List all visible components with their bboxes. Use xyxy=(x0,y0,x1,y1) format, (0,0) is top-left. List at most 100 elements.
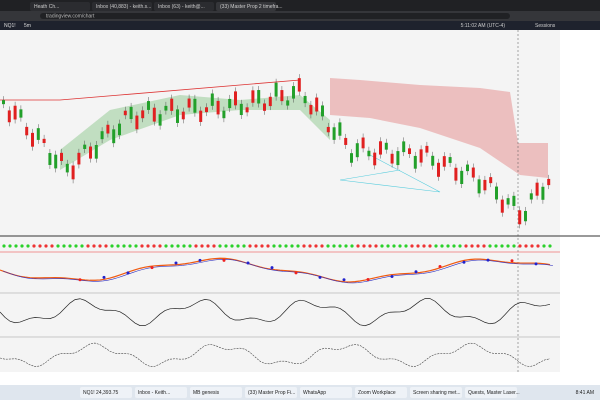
signal-dot xyxy=(392,244,396,248)
fib-lines xyxy=(339,154,441,193)
tab-title: (33) Master Prop 2 timefra... xyxy=(220,4,283,10)
signal-dot xyxy=(302,244,306,248)
signal-dot xyxy=(446,244,450,248)
symbol[interactable]: NQ1! xyxy=(4,23,16,29)
candle xyxy=(129,106,133,120)
candle xyxy=(361,137,365,149)
candle xyxy=(332,127,336,140)
signal-dot xyxy=(56,244,60,248)
taskbar-item[interactable] xyxy=(190,387,242,398)
candle xyxy=(396,151,400,166)
signal-dot xyxy=(464,244,468,248)
signal-dot xyxy=(284,244,288,248)
signal-dot xyxy=(44,244,48,248)
oscillator-dot xyxy=(150,266,154,270)
signal-dot xyxy=(224,244,228,248)
signal-dot xyxy=(332,244,336,248)
taskbar-item[interactable] xyxy=(465,387,517,398)
candle xyxy=(77,152,81,165)
candle xyxy=(547,178,551,186)
address-field[interactable] xyxy=(40,13,510,19)
volatility-line xyxy=(0,342,551,367)
signal-dot xyxy=(320,244,324,248)
signal-dot xyxy=(500,244,504,248)
candle xyxy=(292,86,295,99)
signal-dot xyxy=(128,244,132,248)
taskbar-item[interactable] xyxy=(355,387,407,398)
candle xyxy=(7,110,11,123)
candle xyxy=(338,122,342,136)
taskbar-item[interactable] xyxy=(135,387,187,398)
candle xyxy=(48,153,52,165)
signal-dot xyxy=(74,244,78,248)
signal-dot xyxy=(410,244,414,248)
signal-dot xyxy=(422,244,426,248)
candle xyxy=(483,179,487,191)
taskbar-item[interactable] xyxy=(410,387,462,398)
signal-dot xyxy=(122,244,126,248)
candle xyxy=(431,155,435,166)
signal-dot xyxy=(38,244,42,248)
sessions[interactable]: Sessions xyxy=(535,23,556,29)
candle xyxy=(286,100,290,106)
candle xyxy=(19,109,23,118)
signal-dot xyxy=(242,244,246,248)
taskbar-item[interactable] xyxy=(300,387,352,398)
chart-area xyxy=(0,30,560,372)
oscillator-dot xyxy=(486,258,490,262)
signal-dot xyxy=(368,244,372,248)
signal-dot xyxy=(272,244,276,248)
interval[interactable]: 5m xyxy=(24,23,31,29)
signal-dot xyxy=(266,244,270,248)
signal-dot xyxy=(350,244,354,248)
signal-dot xyxy=(260,244,264,248)
signal-dot xyxy=(542,244,546,248)
candle xyxy=(106,124,110,134)
signal-dot xyxy=(536,244,540,248)
signal-dot xyxy=(254,244,258,248)
signal-dot xyxy=(236,244,240,248)
candle xyxy=(321,105,324,117)
signal-dot xyxy=(188,244,192,248)
candle xyxy=(280,90,284,102)
candle xyxy=(100,131,104,140)
signal-dot xyxy=(398,244,402,248)
signal-dot xyxy=(182,244,186,248)
taskbar-label: Zoom Workplace xyxy=(358,390,396,396)
candle xyxy=(2,100,5,105)
oscillator-dot xyxy=(174,261,178,265)
candle xyxy=(268,96,272,107)
candle xyxy=(42,138,46,144)
signal-dot xyxy=(32,244,36,248)
candle xyxy=(344,137,348,145)
oscillator-dot xyxy=(414,270,418,274)
candle xyxy=(164,105,168,111)
oscillator-dot xyxy=(222,258,226,262)
candle xyxy=(466,164,469,172)
signal-dot xyxy=(2,244,6,248)
signal-dot xyxy=(26,244,30,248)
candle xyxy=(199,110,203,122)
candle xyxy=(25,126,29,136)
candle xyxy=(210,93,214,106)
candle xyxy=(222,110,226,119)
candle xyxy=(274,82,278,97)
tab[interactable] xyxy=(30,2,90,11)
candle xyxy=(239,103,243,116)
taskbar-item[interactable] xyxy=(245,387,297,398)
tab[interactable] xyxy=(154,2,214,11)
momentum-line xyxy=(0,298,551,327)
candle xyxy=(326,126,330,133)
signal-dot xyxy=(146,244,150,248)
tab[interactable] xyxy=(92,2,152,11)
candle xyxy=(176,109,179,123)
candle xyxy=(187,98,191,108)
signal-dot xyxy=(314,244,318,248)
signal-dot xyxy=(170,244,174,248)
taskbar-item[interactable] xyxy=(80,387,132,398)
taskbar-label: WhatsApp xyxy=(303,390,326,396)
candle xyxy=(437,162,440,177)
tab[interactable] xyxy=(216,2,276,11)
taskbar-label: Screen sharing met... xyxy=(413,390,461,396)
signal-dot xyxy=(176,244,180,248)
